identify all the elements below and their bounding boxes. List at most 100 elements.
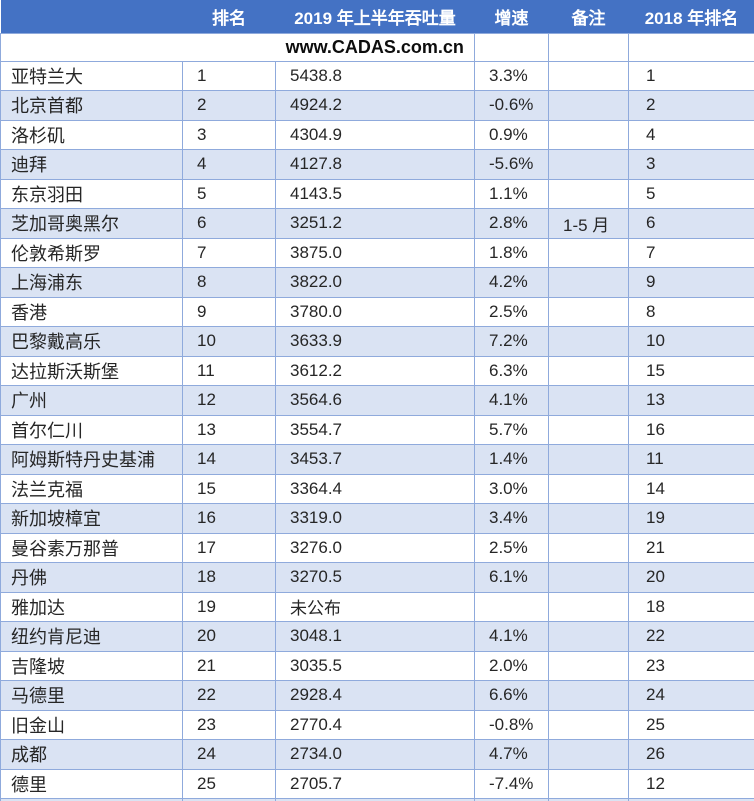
empty-cell [548, 32, 629, 62]
partial-next-row-body [0, 798, 754, 801]
header-cell-rank-2019: 排名 [182, 0, 276, 33]
table-row: 北京首都 2 4924.2 -0.6% 2 [0, 90, 754, 121]
header-cell-note: 备注 [548, 0, 629, 33]
cell-airport-name: 阿姆斯特丹史基浦 [0, 444, 183, 475]
cell-rank-2018: 1 [628, 60, 754, 91]
cell-throughput: 3612.2 [275, 355, 475, 386]
cell-rank-2018: 15 [628, 355, 754, 386]
cell-rank-2018: 21 [628, 532, 754, 563]
header-cell-airport [0, 0, 183, 33]
cell-growth: 7.2% [474, 326, 549, 357]
table-row: 迪拜 4 4127.8 -5.6% 3 [0, 149, 754, 180]
cell-throughput: 2928.4 [275, 680, 475, 711]
table-row: 伦敦希斯罗 7 3875.0 1.8% 7 [0, 237, 754, 268]
table-row: 首尔仁川 13 3554.7 5.7% 16 [0, 414, 754, 445]
cell-rank-2018: 12 [628, 768, 754, 799]
cell-airport-name: 法兰克福 [0, 473, 183, 504]
cell-airport-name: 德里 [0, 768, 183, 799]
cell-note [548, 739, 629, 770]
cell-rank-2018: 18 [628, 591, 754, 622]
cell-airport-name: 香港 [0, 296, 183, 327]
cell-rank-2019: 22 [182, 680, 276, 711]
cell-airport-name: 芝加哥奥黑尔 [0, 208, 183, 239]
table-row: 旧金山 23 2770.4 -0.8% 25 [0, 709, 754, 740]
cell-note [548, 355, 629, 386]
cell-rank-2019: 5 [182, 178, 276, 209]
cell-rank-2019: 13 [182, 414, 276, 445]
table-row: 亚特兰大 1 5438.8 3.3% 1 [0, 60, 754, 91]
cell-growth: -0.8% [474, 709, 549, 740]
cell-airport-name: 伦敦希斯罗 [0, 237, 183, 268]
table-row: 上海浦东 8 3822.0 4.2% 9 [0, 267, 754, 298]
cell-airport-name: 首尔仁川 [0, 414, 183, 445]
cell-note [548, 178, 629, 209]
cell-rank-2018: 6 [628, 208, 754, 239]
cell-note [548, 444, 629, 475]
cell-rank-2018: 9 [628, 267, 754, 298]
cell-rank-2018: 25 [628, 709, 754, 740]
table-row: 丹佛 18 3270.5 6.1% 20 [0, 562, 754, 593]
cell-airport-name: 纽约肯尼迪 [0, 621, 183, 652]
cell-throughput: 4304.9 [275, 119, 475, 150]
header-cell-rank-2018: 2018 年排名 [628, 0, 754, 33]
cell-rank-2018: 19 [628, 503, 754, 534]
cell-throughput: 4127.8 [275, 149, 475, 180]
cell-throughput: 3251.2 [275, 208, 475, 239]
cell-airport-name: 新加坡樟宜 [0, 503, 183, 534]
cell-note [548, 532, 629, 563]
cell-rank-2018: 11 [628, 444, 754, 475]
cell-rank-2019: 24 [182, 739, 276, 770]
cell-rank-2018: 7 [628, 237, 754, 268]
cell-growth: 2.0% [474, 650, 549, 681]
cell-growth: 6.3% [474, 355, 549, 386]
cell-growth: 3.4% [474, 503, 549, 534]
cell-rank-2018: 26 [628, 739, 754, 770]
cell-rank-2018: 23 [628, 650, 754, 681]
cell-note [548, 768, 629, 799]
cell-rank-2019: 17 [182, 532, 276, 563]
table-row: 广州 12 3564.6 4.1% 13 [0, 385, 754, 416]
cell-note [548, 237, 629, 268]
cell-growth: 1.1% [474, 178, 549, 209]
cell-growth: 2.5% [474, 296, 549, 327]
partial-next-row [0, 798, 754, 801]
cell-note [548, 90, 629, 121]
cell-rank-2019: 21 [182, 650, 276, 681]
watermark-spacer-cell [0, 32, 276, 62]
cell-rank-2018: 8 [628, 296, 754, 327]
table-row: 洛杉矶 3 4304.9 0.9% 4 [0, 119, 754, 150]
cell-growth: 4.1% [474, 385, 549, 416]
cell-throughput: 3035.5 [275, 650, 475, 681]
cell-airport-name: 达拉斯沃斯堡 [0, 355, 183, 386]
cell-airport-name: 雅加达 [0, 591, 183, 622]
cell-airport-name: 成都 [0, 739, 183, 770]
cell-airport-name: 洛杉矶 [0, 119, 183, 150]
cell-throughput: 3780.0 [275, 296, 475, 327]
table-row: 东京羽田 5 4143.5 1.1% 5 [0, 178, 754, 209]
cell-rank-2019: 6 [182, 208, 276, 239]
watermark-row: www.CADAS.com.cn [0, 32, 754, 62]
cell-airport-name: 迪拜 [0, 149, 183, 180]
cell-growth: 3.3% [474, 60, 549, 91]
cell-note [548, 267, 629, 298]
table-row: 德里 25 2705.7 -7.4% 12 [0, 768, 754, 799]
cell-growth: 4.1% [474, 621, 549, 652]
cell-growth: 2.8% [474, 208, 549, 239]
cell-airport-name: 巴黎戴高乐 [0, 326, 183, 357]
cell-rank-2018: 4 [628, 119, 754, 150]
cell-growth: 6.1% [474, 562, 549, 593]
cell-airport-name: 曼谷素万那普 [0, 532, 183, 563]
cell-growth: 4.7% [474, 739, 549, 770]
cell-rank-2019: 14 [182, 444, 276, 475]
cell-growth: 6.6% [474, 680, 549, 711]
table-row: 法兰克福 15 3364.4 3.0% 14 [0, 473, 754, 504]
cell-note [548, 621, 629, 652]
cell-rank-2018: 24 [628, 680, 754, 711]
cell-rank-2018: 10 [628, 326, 754, 357]
cell-growth: 1.4% [474, 444, 549, 475]
table-row: 新加坡樟宜 16 3319.0 3.4% 19 [0, 503, 754, 534]
cell-note [548, 296, 629, 327]
cell-throughput: 5438.8 [275, 60, 475, 91]
cell-rank-2019: 25 [182, 768, 276, 799]
cell-airport-name: 北京首都 [0, 90, 183, 121]
